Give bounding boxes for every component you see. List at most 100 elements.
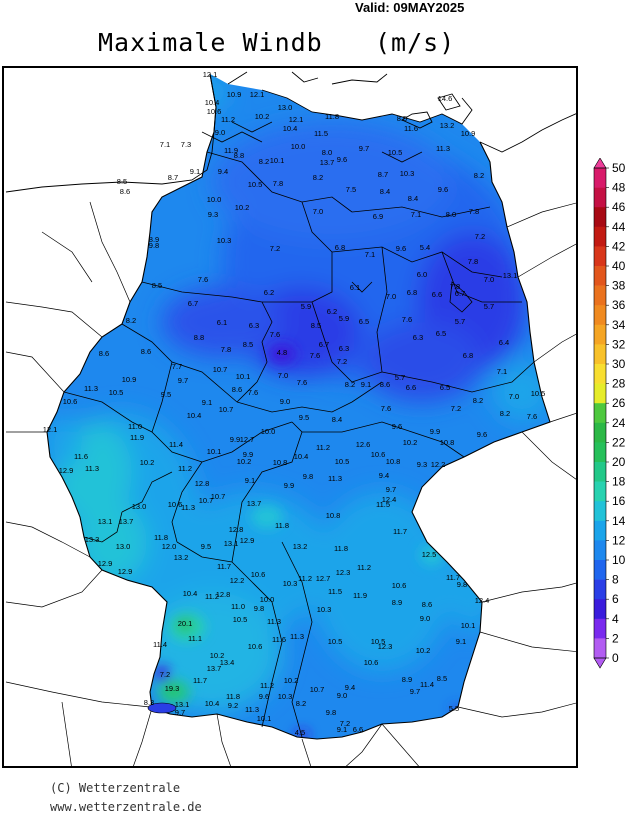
wind-value-label: 5.7	[395, 373, 405, 382]
wind-value-label: 11.2	[260, 681, 274, 690]
legend-label: 46	[612, 200, 626, 214]
wind-value-label: 8.6	[99, 349, 109, 358]
wind-value-label: 10.5	[233, 615, 248, 624]
wind-value-label: 6.4	[499, 338, 509, 347]
wind-value-label: 11.9	[353, 591, 367, 600]
wind-value-label: 11.9	[130, 433, 144, 442]
map-title: Maximale Windb	[98, 28, 323, 57]
legend-label: 34	[612, 318, 626, 332]
wind-value-label: 11.2	[178, 464, 192, 473]
legend-label: 22	[612, 435, 626, 449]
legend-label: 38	[612, 279, 626, 293]
wind-value-label: 13.7	[119, 517, 134, 526]
wind-value-label: 8.5	[152, 281, 162, 290]
legend-label: 0	[612, 651, 619, 665]
wind-value-label: 9.0	[337, 691, 347, 700]
wind-value-label: 9.7	[386, 485, 396, 494]
wind-value-label: 10.5	[248, 180, 263, 189]
legend-label: 20	[612, 455, 626, 469]
wind-value-label: 8.5	[311, 321, 321, 330]
wind-value-label: 12.0	[162, 542, 177, 551]
wind-value-label: 10.6	[364, 658, 379, 667]
wind-value-label: 10.1	[270, 156, 285, 165]
wind-value-label: 7.6	[381, 404, 391, 413]
wind-value-label: 7.1	[365, 250, 375, 259]
wind-value-label: 7.8	[469, 207, 479, 216]
wind-value-label: 9.4	[218, 167, 228, 176]
wind-value-label: 6.5	[440, 383, 450, 392]
legend-label: 8	[612, 573, 619, 587]
wind-value-label: 10.3	[400, 169, 415, 178]
wind-value-label: 13.2	[293, 542, 308, 551]
wind-value-label: 9.6	[396, 244, 406, 253]
legend-label: 40	[612, 259, 626, 273]
wind-value-label: 7.8	[468, 257, 478, 266]
wind-value-label: 8.4	[408, 194, 418, 203]
wind-value-label: 7.0	[484, 275, 494, 284]
wind-value-label: 8.6	[120, 187, 130, 196]
legend-label: 6	[612, 592, 619, 606]
wind-value-label: 10.5	[109, 388, 124, 397]
wind-value-label: 11.8	[275, 521, 289, 530]
wind-value-label: 5.9	[301, 302, 311, 311]
wind-value-label: 10.6	[248, 642, 263, 651]
wind-value-label: 8.2	[473, 396, 483, 405]
wind-value-label: 8.9	[402, 675, 412, 684]
wind-value-label: 8.5	[117, 177, 127, 186]
wind-value-label: 11.8	[334, 544, 348, 553]
wind-value-label: 6.8	[407, 288, 417, 297]
wind-value-label: 10.5	[531, 389, 546, 398]
wind-value-label: 9.1	[456, 637, 466, 646]
wind-value-label: 6.1	[217, 318, 227, 327]
wind-value-label: 12.7	[316, 574, 331, 583]
wind-value-label: 10.4	[205, 699, 220, 708]
legend-swatch	[594, 344, 606, 365]
wind-value-label: 9.6	[438, 185, 448, 194]
wind-value-label: 11.2	[205, 592, 219, 601]
legend-swatch	[594, 560, 606, 580]
wind-value-label: 11.6	[74, 452, 88, 461]
wind-value-label: 12.2	[230, 576, 245, 585]
wind-value-label: 11.3	[85, 464, 99, 473]
wind-value-label: 11.3	[181, 503, 195, 512]
wind-value-label: 7.6	[310, 351, 320, 360]
wind-value-label: 10.6	[251, 570, 266, 579]
wind-value-label: 7.0	[313, 207, 323, 216]
legend-label: 36	[612, 298, 626, 312]
wind-value-label: 7.6	[297, 378, 307, 387]
wind-value-label: 9.6	[259, 692, 269, 701]
wind-value-label: 12.8	[195, 479, 210, 488]
wind-value-label: 12.4	[475, 596, 490, 605]
wind-value-label: 7.2	[337, 357, 347, 366]
wind-value-label: 10.4	[205, 98, 220, 107]
wind-value-label: 9.9	[430, 427, 440, 436]
wind-value-label: 11.3	[328, 474, 342, 483]
wind-value-label: 8.6	[232, 385, 242, 394]
wind-value-label: 12.9	[59, 466, 74, 475]
legend-swatch	[594, 383, 606, 404]
wind-value-label: 5.4	[420, 243, 430, 252]
wind-value-label: 11.7	[393, 527, 407, 536]
wind-value-label: 10.2	[237, 457, 252, 466]
legend-swatch	[594, 540, 606, 561]
legend-swatch	[594, 246, 606, 267]
wind-value-label: 10.7	[211, 492, 226, 501]
wind-value-label: 9.3	[417, 460, 427, 469]
wind-value-label: 8.3	[144, 698, 154, 707]
wind-value-label: 20.1	[178, 619, 193, 628]
wind-value-label: 8.9	[149, 235, 159, 244]
legend-label: 26	[612, 396, 626, 410]
wind-value-label: 9.7	[359, 144, 369, 153]
wind-value-label: 11.3	[436, 144, 450, 153]
legend-swatch	[594, 422, 606, 443]
wind-value-label: 8.8	[234, 151, 244, 160]
wind-value-label: 10.7	[310, 685, 325, 694]
wind-value-label: 9.1	[202, 398, 212, 407]
wind-value-label: 6.3	[413, 333, 423, 342]
wind-value-label: 6.6	[353, 725, 363, 734]
wind-value-label: 13.0	[116, 542, 131, 551]
wind-value-label: 13.0	[132, 502, 147, 511]
wind-value-label: 10.0	[260, 595, 275, 604]
wind-value-label: 9.1	[245, 476, 255, 485]
legend-swatch	[594, 579, 606, 600]
